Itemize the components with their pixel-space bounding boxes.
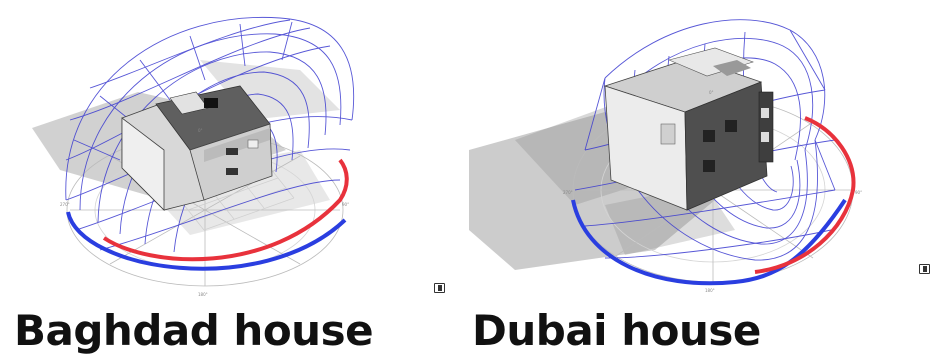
window [761,132,769,142]
window [761,108,769,118]
dubai-house-model [603,47,774,211]
window [247,139,259,149]
winter-sun-arc [66,211,347,271]
svg-text:90°: 90° [855,190,862,195]
svg-text:180°: 180° [198,292,208,297]
pause-marker-icon [919,264,930,274]
courtyard [204,98,218,108]
window [226,148,238,155]
window [725,120,737,132]
summer-sun-arc [754,116,856,274]
window [226,168,238,175]
window [703,160,715,172]
svg-text:270°: 270° [563,190,573,195]
window [660,123,676,145]
summer-sun-arc [102,158,349,262]
compass-ticks: 270° 90° 180° 0° [60,128,349,297]
caption-dubai-house: Dubai house [472,306,761,355]
baghdad-house-model [121,85,273,211]
baghdad-sun-path-diagram: 270° 90° 180° 0° [32,16,355,297]
compass-ticks: 270° 90° 180° 0° [563,90,862,293]
side-annex [758,91,774,163]
svg-text:0°: 0° [709,90,714,95]
svg-text:270°: 270° [60,202,70,207]
svg-text:0°: 0° [198,128,203,133]
pause-marker-icon [434,283,445,293]
svg-text:180°: 180° [705,288,715,293]
svg-text:90°: 90° [342,202,349,207]
caption-baghdad-house: Baghdad house [14,306,374,355]
winter-sun-arc [571,198,847,286]
dubai-sun-path-diagram: 270° 90° 180° 0° [469,19,862,293]
window [703,130,715,142]
